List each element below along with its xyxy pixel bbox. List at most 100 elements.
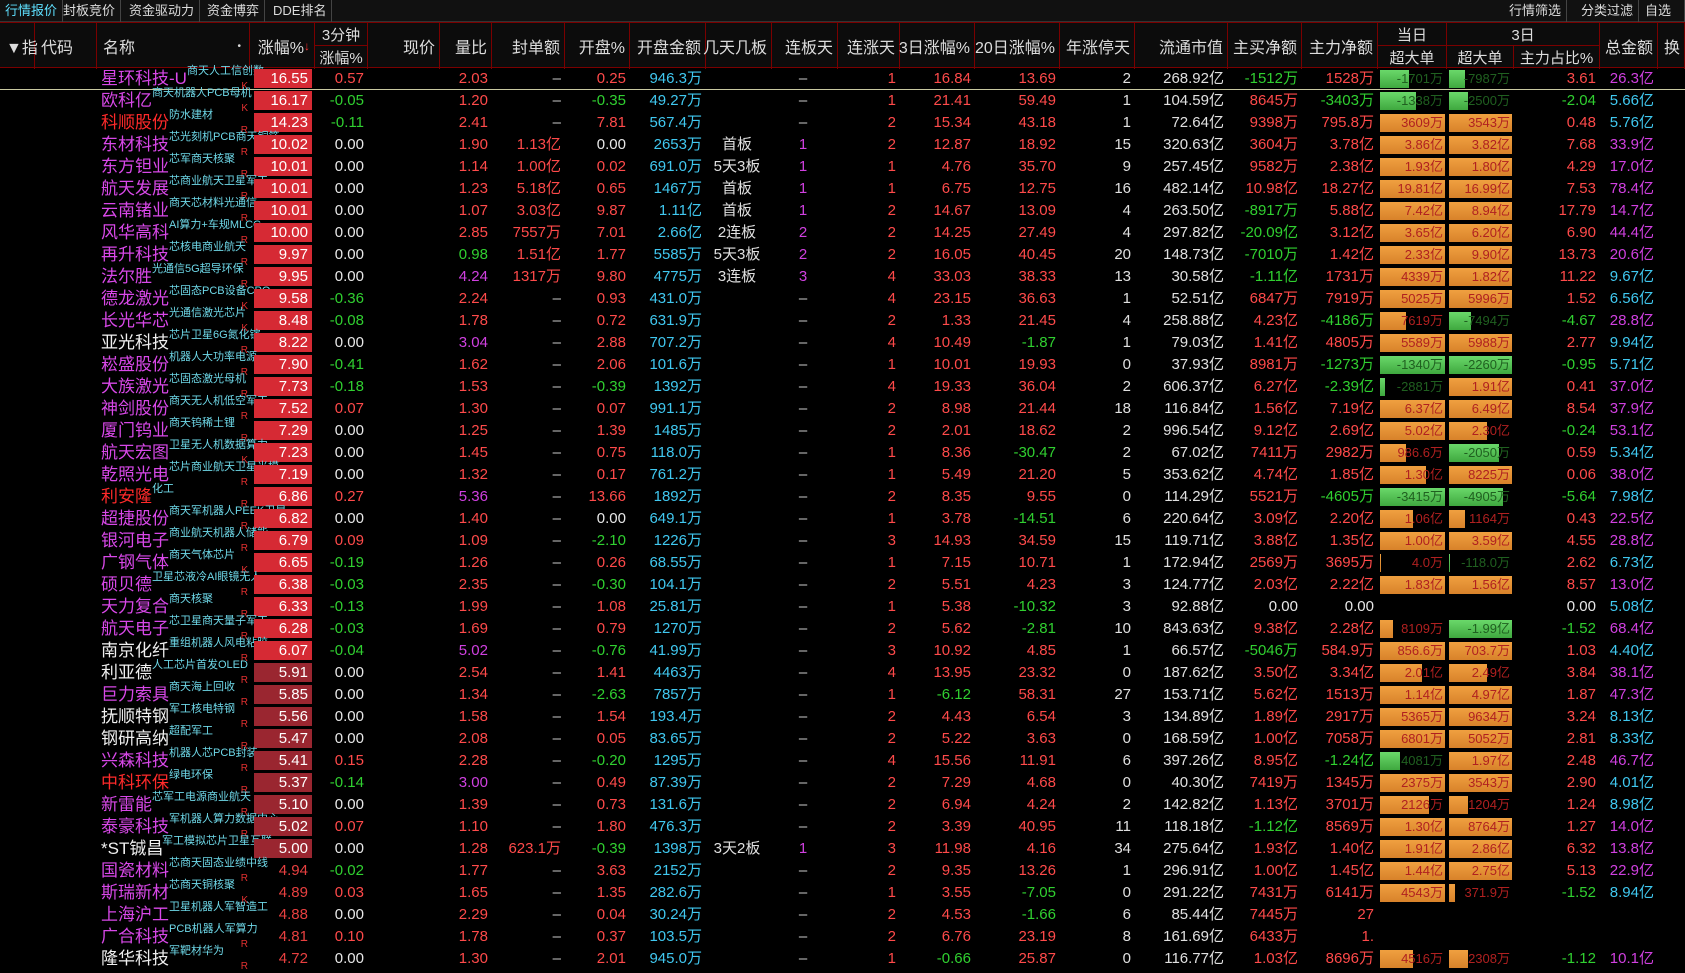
table-row[interactable]: 天力复合 商天核聚 R 6.33 -0.13 1.99 – 1.08 25.81万 – 1 5.38 -… bbox=[0, 593, 1685, 620]
stock-name[interactable]: 利亚德 bbox=[101, 663, 152, 682]
stock-name-cell[interactable]: 法尔胜 光通信5G超导环保 R bbox=[97, 263, 250, 290]
stock-name-cell[interactable]: 神剑股份 商天无人机低空军工 R bbox=[97, 395, 268, 422]
stock-name-cell[interactable]: 长光华芯 光通信激光芯片 K bbox=[97, 307, 250, 334]
header-idx[interactable]: ▼指 bbox=[0, 23, 38, 69]
stock-name-cell[interactable]: 航天宏图 卫星无人机数据算力 K bbox=[97, 439, 268, 466]
stock-name[interactable]: 上海沪工 bbox=[101, 905, 169, 924]
table-row[interactable]: 中科环保 绿电环保 R 5.37 -0.14 3.00 – 0.49 87.39万 – 2 7.29 4… bbox=[0, 769, 1685, 796]
table-row[interactable]: 航天宏图 卫星无人机数据算力 K 7.23 0.00 1.45 – 0.75 118.0万 – 1 8… bbox=[0, 439, 1685, 466]
table-row[interactable]: 利安隆 化工 R 6.86 0.27 5.36 – 13.66 1892万 – 2 8.35 9.55 0… bbox=[0, 483, 1685, 510]
table-row[interactable]: 东方钽业 芯军商天核聚 R 10.01 0.00 1.14 1.00亿 0.02 691.0万 5… bbox=[0, 153, 1685, 180]
header-lbt[interactable]: 连板天 bbox=[772, 23, 838, 69]
header-zf[interactable]: 涨幅% ↓ bbox=[250, 23, 315, 69]
stock-name-cell[interactable]: 中科环保 绿电环保 R bbox=[97, 769, 250, 796]
tab-4[interactable]: 资金博弈 bbox=[202, 0, 266, 22]
header-jb[interactable]: 几天几板 bbox=[703, 23, 772, 69]
table-row[interactable]: 隆华科技 军靶材华为 R 4.72 0.00 1.30 – 2.01 945.0万 – 1 -0.66… bbox=[0, 945, 1685, 972]
header-hs[interactable]: 换 bbox=[1658, 23, 1685, 69]
stock-name-cell[interactable]: 巨力索具 商天海上回收 R bbox=[97, 681, 250, 708]
tab-1[interactable]: 行情报价 bbox=[0, 0, 64, 22]
stock-name-cell[interactable]: 再升科技 芯核电商业航天 R bbox=[97, 241, 250, 268]
header-lz[interactable]: 连涨天 bbox=[838, 23, 900, 69]
table-row[interactable]: 再升科技 芯核电商业航天 R 9.97 0.00 0.98 1.51亿 1.77 5585万 5天… bbox=[0, 241, 1685, 268]
stock-name[interactable]: 泰豪科技 bbox=[101, 817, 169, 836]
table-row[interactable]: 欧科亿 商天机器人PCB母机 K 16.17 -0.05 1.20 – -0.35 49.27万… bbox=[0, 87, 1685, 114]
stock-name[interactable]: 科顺股份 bbox=[101, 113, 169, 132]
stock-name[interactable]: 再升科技 bbox=[101, 245, 169, 264]
stock-name[interactable]: 航天发展 bbox=[101, 179, 169, 198]
stock-name[interactable]: 星环科技-U bbox=[101, 69, 187, 88]
stock-name[interactable]: 欧科亿 bbox=[101, 91, 152, 110]
table-row[interactable]: 斯瑞新材 芯商天铜核聚 K 4.89 0.03 1.65 – 1.35 282.6万 – 1 3.55… bbox=[0, 879, 1685, 906]
stock-name[interactable]: *ST铖昌 bbox=[101, 839, 164, 858]
stock-name[interactable]: 利安隆 bbox=[101, 487, 152, 506]
stock-name-cell[interactable]: 抚顺特钢 军工核电特钢 R bbox=[97, 703, 250, 730]
right-tab-1[interactable]: 行情筛选 bbox=[1504, 0, 1568, 22]
table-row[interactable]: 星环科技-U 商天人工信创数 K 16.55 0.57 2.03 – 0.25 946.3万 – 1… bbox=[0, 65, 1685, 92]
stock-name[interactable]: 神剑股份 bbox=[101, 399, 169, 418]
right-tab-2[interactable]: 分类过滤 bbox=[1576, 0, 1640, 22]
table-row[interactable]: 德龙激光 芯固态PCB设备CPO K 9.58 -0.36 2.24 – 0.93 431.0万… bbox=[0, 285, 1685, 312]
stock-name[interactable]: 广合科技 bbox=[101, 927, 169, 946]
stock-name-cell[interactable]: 厦门钨业 商天钨稀土锂 R bbox=[97, 417, 250, 444]
header-3day-super-large[interactable]: 超大单 bbox=[1447, 46, 1514, 69]
stock-name[interactable]: 国瓷材料 bbox=[101, 861, 169, 880]
stock-name-cell[interactable]: 崧盛股份 机器人大功率电源 R bbox=[97, 351, 257, 378]
table-row[interactable]: 利亚德 人工芯片首发OLED R 5.91 0.00 2.54 – 1.41 4463万 – 4 13… bbox=[0, 659, 1685, 686]
table-row[interactable]: 乾照光电 芯片商业航天卫星光模 R 7.19 0.00 1.32 – 0.17 761.2万 – 1… bbox=[0, 461, 1685, 488]
stock-name-cell[interactable]: 南京化纤 重组机器人风电粘胶 R bbox=[97, 637, 268, 664]
stock-name-cell[interactable]: 亚光科技 芯片卫星6G氮化镓 R bbox=[97, 329, 261, 356]
stock-name[interactable]: 崧盛股份 bbox=[101, 355, 169, 374]
header-kp[interactable]: 开盘% bbox=[565, 23, 630, 69]
stock-name-cell[interactable]: *ST铖昌 军工模拟芯片卫星互联 bbox=[97, 835, 272, 860]
table-row[interactable]: 新雷能 芯军工电源商业航天 R 5.10 0.00 1.39 – 0.73 131.6万 – 2 6.… bbox=[0, 791, 1685, 818]
stock-name[interactable]: 广钢气体 bbox=[101, 553, 169, 572]
stock-name[interactable]: 乾照光电 bbox=[101, 465, 169, 484]
table-row[interactable]: 银河电子 商业航天机器人储能 R 6.79 0.09 1.09 – -2.10 1226万 – 3 1… bbox=[0, 527, 1685, 554]
table-row[interactable]: 南京化纤 重组机器人风电粘胶 R 6.07 -0.04 5.02 – -0.76 41.99万 –… bbox=[0, 637, 1685, 664]
stock-name[interactable]: 隆华科技 bbox=[101, 949, 169, 968]
stock-name-cell[interactable]: 斯瑞新材 芯商天铜核聚 K bbox=[97, 879, 250, 906]
stock-name[interactable]: 银河电子 bbox=[101, 531, 169, 550]
stock-name[interactable]: 巨力索具 bbox=[101, 685, 169, 704]
header-fd[interactable]: 封单额 bbox=[492, 23, 565, 69]
stock-name[interactable]: 航天电子 bbox=[101, 619, 169, 638]
header-day-bot[interactable]: 超大单 bbox=[1378, 46, 1447, 69]
table-row[interactable]: 航天电子 芯卫星商天量子军工 R 6.28 -0.03 1.69 – 0.79 1270万 – 2 5… bbox=[0, 615, 1685, 642]
stock-name-cell[interactable]: 天力复合 商天核聚 R bbox=[97, 593, 250, 620]
stock-name-cell[interactable]: 东方钽业 芯军商天核聚 R bbox=[97, 153, 250, 180]
stock-name[interactable]: 钢研高纳 bbox=[101, 729, 169, 748]
header-kj[interactable]: 开盘金额 bbox=[630, 23, 706, 69]
tab-2[interactable]: 封板竞价 bbox=[58, 0, 122, 22]
stock-name[interactable]: 航天宏图 bbox=[101, 443, 169, 462]
stock-name[interactable]: 德龙激光 bbox=[101, 289, 169, 308]
stock-name-cell[interactable]: 航天发展 芯商业航天卫星军工 R bbox=[97, 175, 268, 202]
stock-name[interactable]: 新雷能 bbox=[101, 795, 152, 814]
stock-name[interactable]: 大族激光 bbox=[101, 377, 169, 396]
stock-name[interactable]: 超捷股份 bbox=[101, 509, 169, 528]
stock-name[interactable]: 云南锗业 bbox=[101, 201, 169, 220]
stock-name-cell[interactable]: 新雷能 芯军工电源商业航天 R bbox=[97, 791, 251, 818]
stock-name-cell[interactable]: 上海沪工 卫星机器人军智造工 bbox=[97, 901, 268, 926]
table-row[interactable]: 大族激光 芯固态激光母机 R 7.73 -0.18 1.53 – -0.39 1392万 – 4 19… bbox=[0, 373, 1685, 400]
stock-name-cell[interactable]: 航天电子 芯卫星商天量子军工 R bbox=[97, 615, 268, 642]
table-row[interactable]: 厦门钨业 商天钨稀土锂 R 7.29 0.00 1.25 – 1.39 1485万 – 2 2.01 1… bbox=[0, 417, 1685, 444]
stock-name[interactable]: 东方钽业 bbox=[101, 157, 169, 176]
header-zl[interactable]: 主力净额 bbox=[1302, 23, 1378, 69]
stock-name[interactable]: 中科环保 bbox=[101, 773, 169, 792]
stock-name-cell[interactable]: 隆华科技 军靶材华为 R bbox=[97, 945, 250, 972]
stock-name[interactable]: 长光华芯 bbox=[101, 311, 169, 330]
header-name[interactable]: 名称 • bbox=[97, 23, 250, 69]
table-row[interactable]: 超捷股份 商天军机器人PEEK卫星 R 6.82 0.00 1.40–0.00 649.1万… bbox=[0, 505, 1685, 532]
tab-5[interactable]: DDE排名 bbox=[268, 0, 333, 22]
table-row[interactable]: 法尔胜 光通信5G超导环保 R 9.95 0.00 4.24 1317万 9.80 4775万 3… bbox=[0, 263, 1685, 290]
table-row[interactable]: 泰豪科技 军机器人算力数据中心 R 5.02 0.07 1.10 – 1.80 476.3万 – 2… bbox=[0, 813, 1685, 840]
stock-name-cell[interactable]: 利安隆 化工 R bbox=[97, 483, 250, 510]
header-d3[interactable]: 3日涨幅% bbox=[899, 23, 975, 69]
stock-name-cell[interactable]: 德龙激光 芯固态PCB设备CPO K bbox=[97, 285, 270, 312]
stock-name-cell[interactable]: 欧科亿 商天机器人PCB母机 K bbox=[97, 87, 252, 114]
stock-name[interactable]: 法尔胜 bbox=[101, 267, 152, 286]
table-row[interactable]: 巨力索具 商天海上回收 R 5.85 0.00 1.34 – -2.63 7857万 – 1 -6.1… bbox=[0, 681, 1685, 708]
stock-name[interactable]: 抚顺特钢 bbox=[101, 707, 169, 726]
stock-name-cell[interactable]: 风华高科 AI算力+车规MLCC R bbox=[97, 219, 261, 246]
